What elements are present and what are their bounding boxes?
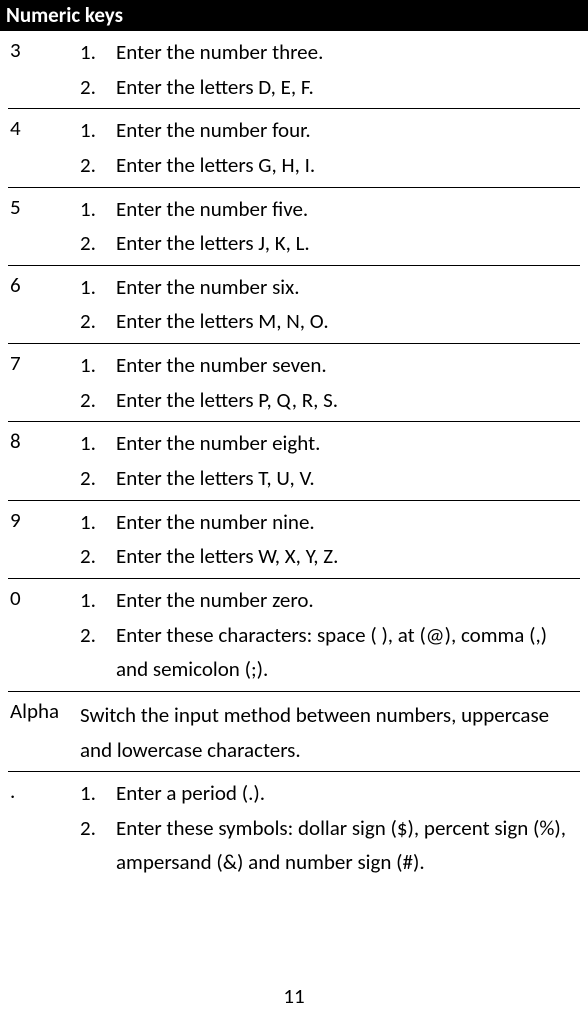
page: Numeric keys 31.Enter the number three.2…	[0, 0, 588, 1029]
step-item: 1.Enter the number eight.	[80, 426, 574, 461]
step-item: 2.Enter the letters M, N, O.	[80, 304, 574, 339]
step-text: Enter the number zero.	[116, 583, 574, 618]
step-item: 1.Enter the number seven.	[80, 348, 574, 383]
page-number: 11	[0, 983, 588, 1009]
key-table: 31.Enter the number three.2.Enter the le…	[8, 31, 580, 884]
steps-list: 1.Enter the number five.2.Enter the lett…	[80, 192, 574, 261]
step-item: 2.Enter the letters T, U, V.	[80, 461, 574, 496]
step-text: Enter the letters J, K, L.	[116, 226, 574, 261]
step-number: 1.	[80, 348, 116, 383]
description-cell: 1.Enter the number three.2.Enter the let…	[80, 35, 580, 104]
step-number: 2.	[80, 226, 116, 261]
step-number: 2.	[80, 618, 116, 653]
step-text: Enter the number seven.	[116, 348, 574, 383]
step-item: 2.Enter these symbols: dollar sign ($), …	[80, 811, 574, 880]
step-number: 2.	[80, 148, 116, 183]
table-row: 31.Enter the number three.2.Enter the le…	[8, 31, 580, 109]
table-row: 71.Enter the number seven.2.Enter the le…	[8, 344, 580, 422]
steps-list: 1.Enter the number three.2.Enter the let…	[80, 35, 574, 104]
step-text: Enter the number five.	[116, 192, 574, 227]
step-text: Enter the letters P, Q, R, S.	[116, 383, 574, 418]
steps-list: 1.Enter a period (.).2.Enter these symbo…	[80, 776, 574, 880]
steps-list: 1.Enter the number four.2.Enter the lett…	[80, 113, 574, 182]
description-cell: 1.Enter the number five.2.Enter the lett…	[80, 192, 580, 261]
step-number: 1.	[80, 270, 116, 305]
key-cell: 3	[8, 35, 80, 104]
step-item: 2.Enter the letters W, X, Y, Z.	[80, 539, 574, 574]
step-text: Enter the letters G, H, I.	[116, 148, 574, 183]
step-text: Enter the letters M, N, O.	[116, 304, 574, 339]
step-number: 1.	[80, 776, 116, 811]
step-text: Enter the number four.	[116, 113, 574, 148]
steps-list: 1.Enter the number zero.2.Enter these ch…	[80, 583, 574, 687]
table-row: .1.Enter a period (.).2.Enter these symb…	[8, 772, 580, 884]
step-number: 2.	[80, 304, 116, 339]
step-item: 1.Enter a period (.).	[80, 776, 574, 811]
step-text: Enter the number nine.	[116, 505, 574, 540]
step-number: 2.	[80, 383, 116, 418]
steps-list: 1.Enter the number seven.2.Enter the let…	[80, 348, 574, 417]
step-number: 1.	[80, 426, 116, 461]
step-number: 2.	[80, 811, 116, 846]
step-text: Enter the number eight.	[116, 426, 574, 461]
table-row: 01.Enter the number zero.2.Enter these c…	[8, 579, 580, 692]
step-number: 1.	[80, 35, 116, 70]
step-number: 2.	[80, 461, 116, 496]
step-text: Enter the letters T, U, V.	[116, 461, 574, 496]
step-text: Enter these symbols: dollar sign ($), pe…	[116, 811, 574, 880]
key-cell: 6	[8, 270, 80, 339]
description-cell: 1.Enter a period (.).2.Enter these symbo…	[80, 776, 580, 880]
description-cell: 1.Enter the number eight.2.Enter the let…	[80, 426, 580, 495]
table-row: 61.Enter the number six.2.Enter the lett…	[8, 266, 580, 344]
step-item: 2.Enter these characters: space ( ), at …	[80, 618, 574, 687]
step-number: 2.	[80, 539, 116, 574]
table-row: 41.Enter the number four.2.Enter the let…	[8, 109, 580, 187]
step-item: 1.Enter the number three.	[80, 35, 574, 70]
step-number: 1.	[80, 192, 116, 227]
key-cell: 0	[8, 583, 80, 687]
section-header: Numeric keys	[0, 0, 588, 31]
step-number: 1.	[80, 583, 116, 618]
step-text: Enter the number six.	[116, 270, 574, 305]
table-row: 91.Enter the number nine.2.Enter the let…	[8, 501, 580, 579]
step-item: 1.Enter the number four.	[80, 113, 574, 148]
description-text: Switch the input method between numbers,…	[80, 696, 574, 767]
step-item: 2.Enter the letters G, H, I.	[80, 148, 574, 183]
key-cell: 9	[8, 505, 80, 574]
step-item: 1.Enter the number nine.	[80, 505, 574, 540]
table-row: AlphaSwitch the input method between num…	[8, 692, 580, 772]
key-cell: Alpha	[8, 696, 80, 767]
description-cell: 1.Enter the number nine.2.Enter the lett…	[80, 505, 580, 574]
key-cell: 7	[8, 348, 80, 417]
section-header-title: Numeric keys	[6, 2, 123, 28]
step-item: 1.Enter the number six.	[80, 270, 574, 305]
steps-list: 1.Enter the number six.2.Enter the lette…	[80, 270, 574, 339]
step-text: Enter the letters D, E, F.	[116, 70, 574, 105]
step-item: 1.Enter the number zero.	[80, 583, 574, 618]
step-item: 2.Enter the letters J, K, L.	[80, 226, 574, 261]
table-row: 81.Enter the number eight.2.Enter the le…	[8, 422, 580, 500]
key-cell: 4	[8, 113, 80, 182]
steps-list: 1.Enter the number eight.2.Enter the let…	[80, 426, 574, 495]
step-item: 2.Enter the letters D, E, F.	[80, 70, 574, 105]
key-cell: 8	[8, 426, 80, 495]
description-cell: 1.Enter the number six.2.Enter the lette…	[80, 270, 580, 339]
key-cell: 5	[8, 192, 80, 261]
step-item: 2.Enter the letters P, Q, R, S.	[80, 383, 574, 418]
table-row: 51.Enter the number five.2.Enter the let…	[8, 188, 580, 266]
step-text: Enter the number three.	[116, 35, 574, 70]
steps-list: 1.Enter the number nine.2.Enter the lett…	[80, 505, 574, 574]
step-text: Enter a period (.).	[116, 776, 574, 811]
step-number: 1.	[80, 505, 116, 540]
step-text: Enter the letters W, X, Y, Z.	[116, 539, 574, 574]
step-item: 1.Enter the number five.	[80, 192, 574, 227]
description-cell: Switch the input method between numbers,…	[80, 696, 580, 767]
step-number: 1.	[80, 113, 116, 148]
step-text: Enter these characters: space ( ), at (@…	[116, 618, 574, 687]
description-cell: 1.Enter the number zero.2.Enter these ch…	[80, 583, 580, 687]
step-number: 2.	[80, 70, 116, 105]
description-cell: 1.Enter the number seven.2.Enter the let…	[80, 348, 580, 417]
description-cell: 1.Enter the number four.2.Enter the lett…	[80, 113, 580, 182]
key-cell: .	[8, 776, 80, 880]
